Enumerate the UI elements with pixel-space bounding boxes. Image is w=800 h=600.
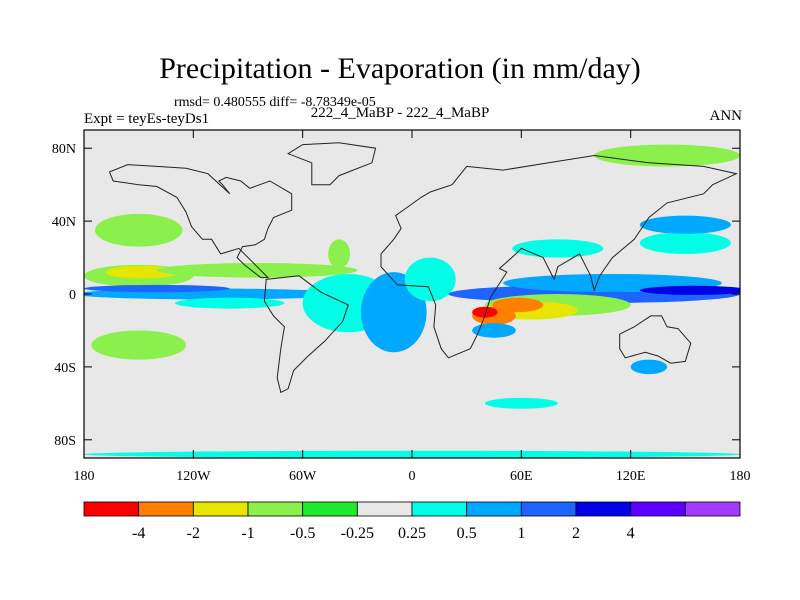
anomaly-region-4 [156,263,358,278]
colorbar-swatch-11 [684,501,741,517]
y-tick-label: 80S [54,434,76,449]
y-tick-label: 40S [54,361,76,376]
anomaly-region-13 [639,285,740,295]
coastline-north-america [108,164,293,279]
coastline-afro-eurasia [380,154,738,359]
anomaly-region-19 [472,323,516,338]
colorbar-label: -1 [241,525,254,542]
anomaly-region-21 [639,215,731,234]
x-tick-label: 0 [409,469,416,484]
colorbar-label: 0.5 [457,525,477,542]
anomaly-region-10 [404,257,456,302]
anomaly-region-2 [94,213,183,247]
anomaly-region-23 [328,239,351,269]
anomaly-region-7 [175,297,285,309]
colorbar-label: 0.25 [398,525,426,542]
colorbar-swatch-5 [356,501,413,517]
coastline-australia [619,315,692,364]
x-tick-label: 120W [176,469,211,484]
y-tick-label: 40N [52,215,76,230]
season-label: ANN [709,108,743,124]
colorbar-swatch-0 [83,501,140,517]
colorbar-swatch-9 [575,501,632,517]
y-tick-label: 0 [69,288,76,303]
case-label: 222_4_MaBP - 222_4_MaBP [310,105,490,121]
colorbar-label: -0.5 [290,525,315,542]
anomaly-region-22 [594,144,740,167]
colorbar-swatch-4 [302,501,358,517]
x-tick-label: 60E [510,469,533,484]
colorbar-swatch-7 [466,501,522,517]
anomaly-region-3 [91,330,187,360]
anomaly-region-6 [84,284,230,293]
colorbar-label: 4 [627,525,635,542]
colorbar-swatch-10 [630,501,686,517]
colorbar-swatch-8 [520,501,577,517]
anomaly-region-25 [630,359,668,375]
x-tick-label: 60W [289,469,317,484]
experiment-label: Expt = teyEs-teyDs1 [84,111,210,127]
colorbar-label: 2 [572,525,580,542]
colorbar-swatch-3 [247,501,304,517]
x-tick-label: 180 [74,469,95,484]
coastline-greenland [286,142,377,186]
colorbar-swatch-6 [411,501,468,517]
anomaly-region-18 [472,306,498,318]
colorbar-swatch-2 [192,501,249,517]
coastline-south-america [263,275,349,394]
x-tick-label: 120E [616,469,646,484]
colorbar-label: -4 [132,525,145,542]
colorbar-label: 1 [517,525,525,542]
anomaly-region-24 [512,239,604,258]
colorbar-swatch-1 [138,501,194,517]
x-tick-label: 180 [730,469,751,484]
colorbar-label: -0.25 [341,525,374,542]
y-tick-label: 80N [52,142,76,157]
anomaly-region-20 [639,232,731,254]
anomaly-region-26 [484,397,558,409]
colorbar-label: -2 [187,525,200,542]
stats-text: rmsd= 0.480555 diff= -8.78349e-05 [174,95,376,110]
chart-title: Precipitation - Evaporation (in mm/day) [159,52,641,85]
